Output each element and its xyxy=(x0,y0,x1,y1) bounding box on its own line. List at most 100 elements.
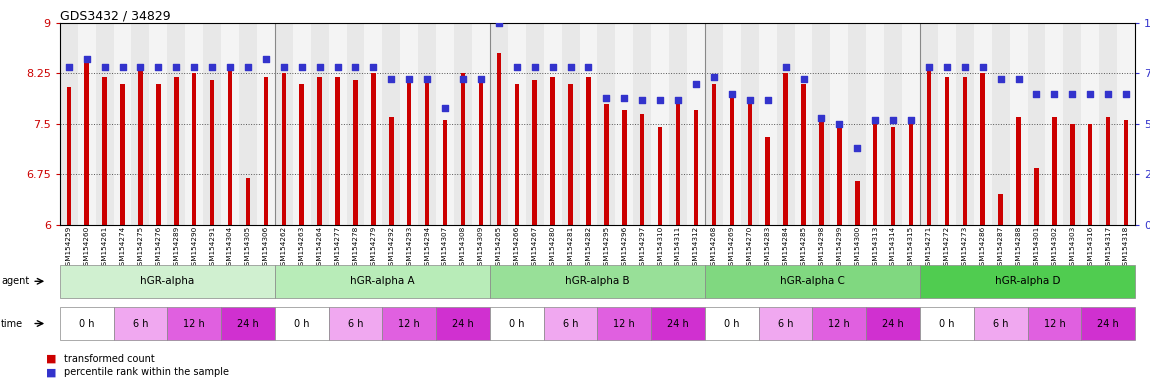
Bar xyxy=(221,23,239,225)
Bar xyxy=(371,73,376,225)
Bar xyxy=(938,23,956,225)
Bar xyxy=(365,23,383,225)
Text: 12 h: 12 h xyxy=(613,318,635,329)
Point xyxy=(167,65,185,71)
Bar xyxy=(615,23,634,225)
Bar xyxy=(138,70,143,225)
Bar xyxy=(114,23,131,225)
Point xyxy=(382,76,400,83)
Point xyxy=(776,65,795,71)
Bar xyxy=(604,104,608,225)
Point xyxy=(615,94,634,101)
Point xyxy=(60,65,78,71)
Bar xyxy=(813,23,830,225)
Bar xyxy=(759,23,776,225)
Point xyxy=(687,81,705,87)
Bar xyxy=(676,104,681,225)
Text: 0 h: 0 h xyxy=(509,318,524,329)
Bar xyxy=(849,23,866,225)
Text: 6 h: 6 h xyxy=(992,318,1009,329)
Bar xyxy=(407,77,412,225)
Text: 0 h: 0 h xyxy=(940,318,954,329)
Bar xyxy=(472,23,490,225)
Point xyxy=(185,65,204,71)
Bar xyxy=(461,73,466,225)
Point xyxy=(131,65,150,71)
Bar xyxy=(210,80,214,225)
Bar xyxy=(944,77,949,225)
Point xyxy=(436,105,454,111)
Bar xyxy=(1010,23,1028,225)
Point xyxy=(597,94,615,101)
Bar xyxy=(956,23,974,225)
Bar xyxy=(490,23,508,225)
Bar xyxy=(310,23,329,225)
Point xyxy=(920,65,938,71)
Bar xyxy=(544,23,561,225)
Point xyxy=(544,65,562,71)
Text: 12 h: 12 h xyxy=(183,318,205,329)
Point xyxy=(202,65,221,71)
Point xyxy=(991,76,1010,83)
Bar xyxy=(586,77,591,225)
Bar xyxy=(723,23,741,225)
Text: 0 h: 0 h xyxy=(294,318,309,329)
Bar xyxy=(981,73,984,225)
Text: 24 h: 24 h xyxy=(237,318,259,329)
Point xyxy=(239,65,258,71)
Point xyxy=(848,145,866,151)
Bar xyxy=(712,84,716,225)
Text: 24 h: 24 h xyxy=(1097,318,1119,329)
Text: hGR-alpha D: hGR-alpha D xyxy=(995,276,1060,286)
Bar xyxy=(419,23,436,225)
Bar xyxy=(856,181,859,225)
Text: 12 h: 12 h xyxy=(398,318,420,329)
Point xyxy=(400,76,419,83)
Point xyxy=(580,65,598,71)
Bar xyxy=(908,124,913,225)
Bar xyxy=(766,137,769,225)
Point xyxy=(526,65,544,71)
Text: 6 h: 6 h xyxy=(132,318,148,329)
Bar xyxy=(121,84,124,225)
Bar xyxy=(622,111,627,225)
Point xyxy=(741,97,759,103)
Bar xyxy=(389,117,393,225)
Bar xyxy=(873,124,877,225)
Point xyxy=(561,65,580,71)
Text: hGR-alpha B: hGR-alpha B xyxy=(565,276,630,286)
Text: percentile rank within the sample: percentile rank within the sample xyxy=(64,367,229,377)
Bar xyxy=(336,77,339,225)
Bar xyxy=(891,127,896,225)
Point xyxy=(866,117,884,123)
Bar xyxy=(246,178,251,225)
Point xyxy=(705,74,723,81)
Text: 12 h: 12 h xyxy=(1043,318,1065,329)
Bar xyxy=(1034,167,1038,225)
Bar xyxy=(185,23,204,225)
Point xyxy=(114,65,132,71)
Bar xyxy=(561,23,580,225)
Bar xyxy=(497,53,501,225)
Bar xyxy=(658,127,662,225)
Bar xyxy=(551,77,554,225)
Bar xyxy=(454,23,471,225)
Bar xyxy=(795,23,813,225)
Bar xyxy=(1017,117,1021,225)
Bar xyxy=(902,23,920,225)
Bar xyxy=(168,23,185,225)
Bar xyxy=(687,23,705,225)
Text: hGR-alpha C: hGR-alpha C xyxy=(780,276,845,286)
Bar xyxy=(346,23,365,225)
Bar xyxy=(580,23,598,225)
Bar xyxy=(1106,117,1111,225)
Bar xyxy=(837,124,842,225)
Bar xyxy=(514,84,519,225)
Point xyxy=(884,117,903,123)
Point xyxy=(651,97,669,103)
Point xyxy=(310,65,329,71)
Point xyxy=(632,97,651,103)
Bar xyxy=(317,77,322,225)
Bar xyxy=(920,23,938,225)
Point xyxy=(1010,76,1028,83)
